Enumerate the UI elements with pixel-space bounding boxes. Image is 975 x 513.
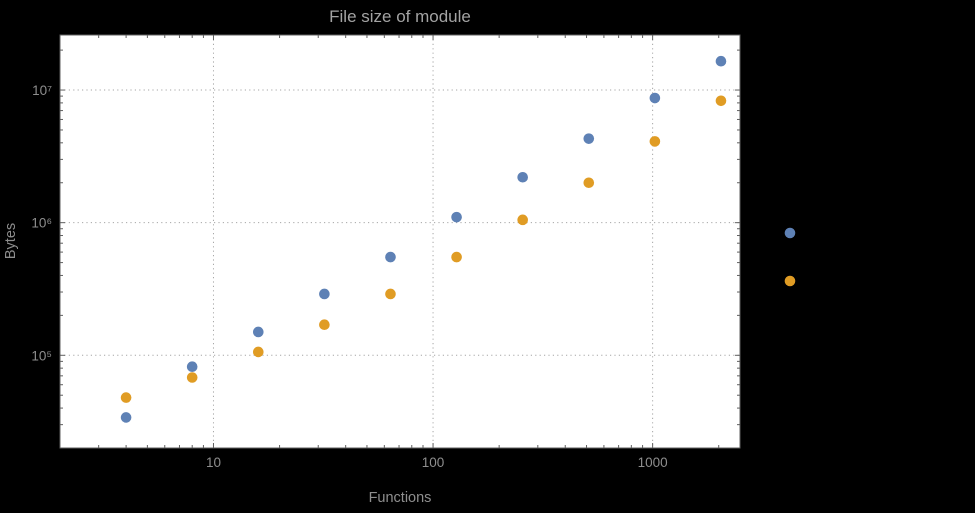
gridlines [60,35,740,448]
data-point-series-1-blue [517,171,528,183]
y-axis-label: Bytes [3,223,19,259]
x-tick-label: 100 [422,455,445,470]
plot-frame [59,34,741,449]
data-point-series-2-orange [517,214,528,226]
data-point-series-2-orange [120,392,132,403]
y-tick-label: 10⁵ [31,348,52,363]
data-point-series-1-blue [252,326,264,338]
x-axis-label: Functions [369,490,432,506]
x-tick-label: 10 [206,455,221,470]
data-point-series-2-orange [186,372,198,383]
data-point-series-2-orange [649,136,661,147]
data-point-series-2-orange [319,319,330,331]
data-point-series-1-blue [186,361,198,373]
data-point-series-1-blue [649,92,661,104]
data-point-series-1-blue [120,412,132,423]
data-point-series-2-orange [252,346,264,358]
data-point-series-2-orange [583,177,595,189]
x-tick-label: 1000 [638,455,668,470]
data-point-series-1-blue [583,133,595,144]
data-point-series-1-blue [715,55,727,67]
data-point-series-1-blue [451,211,462,223]
chart-title: File size of module [329,7,471,26]
data-points [120,55,727,423]
plot-area [60,35,740,448]
legend-markers [784,227,796,287]
data-point-series-2-orange [385,288,396,300]
tick-labels: 10 100 1000 10⁵ 10⁶ 10⁷ [31,83,667,470]
data-point-series-2-orange [715,95,727,107]
legend-marker-series-2 [784,275,796,287]
data-point-series-2-orange [451,251,462,263]
legend-marker-series-1 [784,227,796,239]
y-tick-label: 10⁶ [31,216,52,231]
data-point-series-1-blue [385,251,396,263]
y-tick-label: 10⁷ [32,83,52,98]
data-point-series-1-blue [319,288,330,300]
